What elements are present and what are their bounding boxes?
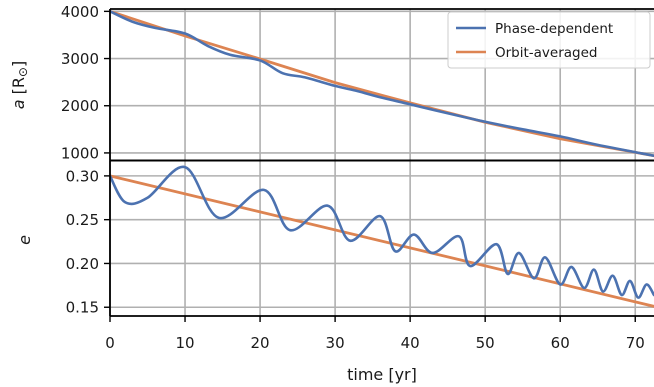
y-tick-label: 2000 (61, 97, 99, 115)
x-tick-label: 30 (326, 334, 345, 352)
y-axis-ticks-e: 0.15 0.20 0.25 0.30 (66, 167, 110, 317)
x-tick-label: 50 (476, 334, 495, 352)
y-tick-label: 3000 (61, 50, 99, 68)
y-tick-label: 0.20 (66, 255, 99, 273)
legend-label-phase: Phase-dependent (495, 21, 613, 37)
grid-e (109, 161, 654, 316)
y-axis-title-a-sun: ⊙ (16, 67, 30, 77)
x-tick-label: 0 (105, 334, 115, 352)
panel-e: 0.15 0.20 0.25 0.30 0 10 20 30 40 50 60 70 e time … (15, 161, 654, 384)
x-tick-label: 40 (401, 334, 420, 352)
series-line-phase-dependent (110, 10, 654, 158)
y-axis-title-a-var: a (9, 99, 28, 109)
legend-frame (447, 11, 651, 69)
panel-a: 1000 2000 3000 4000 a [R⊙] Phase-dependent O… (9, 3, 654, 162)
x-tick-label: 10 (175, 334, 194, 352)
y-axis-ticks-a: 1000 2000 3000 4000 (61, 3, 110, 162)
y-tick-label: 4000 (61, 3, 99, 21)
series-lines-a (110, 9, 654, 158)
y-axis-title-a-close: ] (9, 61, 28, 67)
x-tick-label: 20 (251, 334, 270, 352)
x-axis-title: time [yr] (347, 365, 417, 384)
y-axis-title-a-unit: [R (9, 77, 28, 94)
y-tick-label: 0.30 (66, 167, 99, 185)
y-tick-label: 0.25 (66, 211, 99, 229)
y-axis-title-a: a [R⊙] (9, 61, 30, 109)
x-tick-label: 60 (551, 334, 570, 352)
y-axis-title-e: e (15, 235, 34, 245)
legend: Phase-dependent Orbit-averaged (447, 11, 651, 69)
y-tick-label: 0.15 (66, 299, 99, 317)
series-line-orbit-averaged (110, 174, 654, 308)
y-tick-label: 1000 (61, 144, 99, 162)
legend-label-orbit: Orbit-averaged (495, 45, 598, 61)
series-lines-e (110, 165, 654, 308)
x-axis-ticks: 0 10 20 30 40 50 60 70 (105, 316, 645, 352)
axes-frames (109, 8, 654, 317)
series-line-phase-dependent (110, 165, 654, 299)
x-tick-label: 70 (626, 334, 645, 352)
